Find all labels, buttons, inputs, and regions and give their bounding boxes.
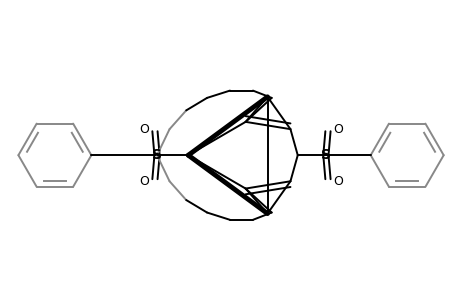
- Text: S: S: [320, 148, 330, 162]
- Text: O: O: [139, 123, 149, 136]
- Text: O: O: [333, 175, 342, 188]
- Text: S: S: [152, 148, 162, 162]
- Text: O: O: [333, 123, 342, 136]
- Text: O: O: [139, 175, 149, 188]
